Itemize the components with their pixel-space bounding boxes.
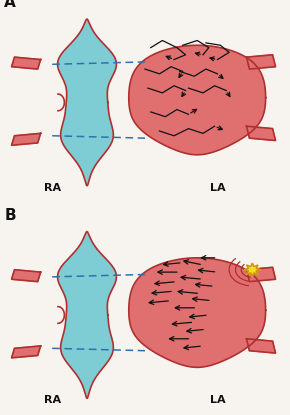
Text: RA: RA: [44, 395, 61, 405]
Text: A: A: [4, 0, 16, 10]
Text: B: B: [4, 208, 16, 223]
Polygon shape: [12, 346, 41, 358]
Text: RA: RA: [44, 183, 61, 193]
Polygon shape: [58, 19, 116, 186]
Polygon shape: [246, 126, 276, 141]
Polygon shape: [246, 339, 276, 353]
Polygon shape: [12, 57, 41, 69]
Polygon shape: [58, 232, 116, 398]
Text: LA: LA: [210, 395, 225, 405]
Polygon shape: [129, 258, 266, 367]
Polygon shape: [244, 263, 260, 276]
Polygon shape: [12, 270, 41, 282]
Polygon shape: [246, 55, 276, 69]
Polygon shape: [246, 267, 276, 282]
Text: LA: LA: [210, 183, 225, 193]
Polygon shape: [12, 133, 41, 145]
Polygon shape: [129, 45, 266, 155]
